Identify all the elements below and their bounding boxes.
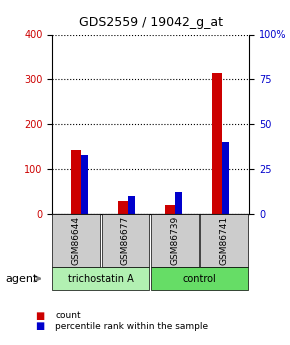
Text: ■: ■ [35, 311, 44, 321]
Text: ■: ■ [35, 321, 44, 331]
Text: GSM86677: GSM86677 [121, 216, 130, 265]
Text: GSM86644: GSM86644 [72, 216, 81, 265]
Bar [128, 196, 135, 214]
Bar [118, 201, 128, 214]
Text: count: count [55, 311, 81, 320]
Text: GSM86739: GSM86739 [170, 216, 179, 265]
Bar [212, 73, 222, 214]
Text: GDS2559 / 19042_g_at: GDS2559 / 19042_g_at [79, 16, 223, 29]
Bar [81, 155, 88, 214]
Text: control: control [182, 274, 216, 284]
Bar [71, 150, 81, 214]
Bar [175, 193, 182, 214]
Bar [222, 142, 229, 214]
Text: trichostatin A: trichostatin A [68, 274, 134, 284]
Text: agent: agent [6, 274, 38, 284]
Bar [165, 205, 175, 214]
Text: GSM86741: GSM86741 [220, 216, 229, 265]
Text: percentile rank within the sample: percentile rank within the sample [55, 322, 208, 331]
